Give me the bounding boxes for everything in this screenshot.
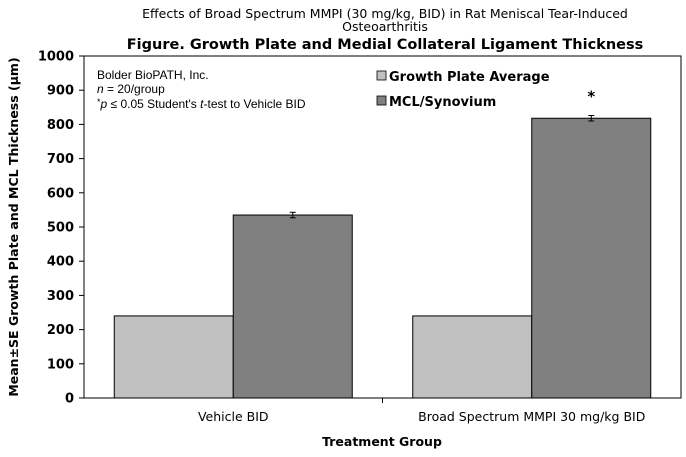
legend-swatch-growth-plate — [376, 70, 387, 81]
legend-swatch-mcl — [376, 95, 387, 106]
significance-marker: * — [587, 88, 595, 106]
bar — [412, 315, 533, 399]
x-axis: Vehicle BID Broad Spectrum MMPI 30 mg/kg … — [198, 398, 645, 424]
x-axis-title: Treatment Group — [322, 434, 442, 449]
y-axis: 0 100 200 300 400 500 600 700 800 900 1000 — [38, 50, 84, 407]
bar — [232, 214, 353, 399]
annotations: * — [587, 88, 595, 106]
y-tick-label: 300 — [47, 289, 74, 304]
y-tick-label: 800 — [47, 118, 74, 133]
x-category-label: Vehicle BID — [198, 409, 269, 424]
y-tick-label: 900 — [47, 84, 74, 99]
y-tick-label: 400 — [47, 255, 74, 270]
chart-subtitle-line-2: Osteoarthritis — [342, 19, 428, 34]
y-axis-title: Mean±SE Growth Plate and MCL Thickness (… — [6, 57, 21, 396]
notes: Bolder BioPATH, Inc. n = 20/group *p ≤ 0… — [97, 68, 306, 111]
legend-label-growth-plate: Growth Plate Average — [389, 70, 550, 85]
legend-label-mcl: MCL/Synovium — [389, 95, 496, 110]
y-tick-label: 500 — [47, 221, 74, 236]
y-tick-label: 600 — [47, 186, 74, 201]
y-tick-label: 200 — [47, 323, 74, 338]
y-tick-label: 0 — [65, 392, 74, 407]
chart-title: Figure. Growth Plate and Medial Collater… — [127, 37, 644, 53]
y-tick-label: 700 — [47, 152, 74, 167]
legend: Growth Plate Average MCL/Synovium — [376, 70, 550, 110]
note-n: n = 20/group — [97, 82, 165, 96]
y-tick-label: 100 — [47, 357, 74, 372]
bars — [113, 117, 652, 399]
bar — [531, 117, 652, 399]
x-category-label: Broad Spectrum MMPI 30 mg/kg BID — [418, 409, 645, 424]
chart-subtitle-line-1: Effects of Broad Spectrum MMPI (30 mg/kg… — [142, 6, 628, 21]
error-bars — [289, 115, 595, 219]
bar — [113, 315, 234, 399]
note-significance: *p ≤ 0.05 Student's t-test to Vehicle BI… — [97, 97, 306, 111]
note-source: Bolder BioPATH, Inc. — [97, 68, 209, 82]
y-tick-label: 1000 — [38, 50, 74, 65]
